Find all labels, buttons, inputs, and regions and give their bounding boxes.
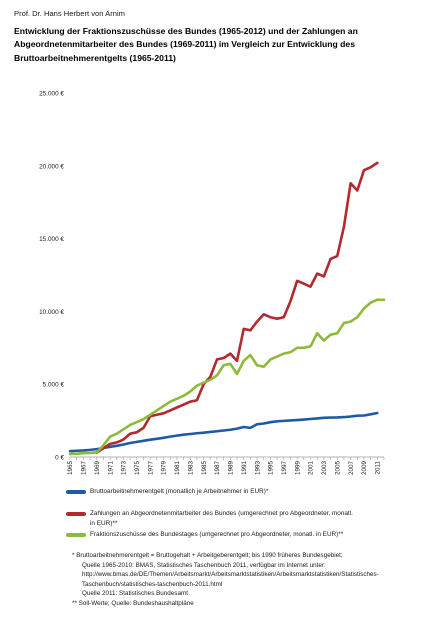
- series-line-1: [68, 411, 379, 453]
- footnote-line: Quelle 1965-2010: BMAS, Statistisches Ta…: [82, 561, 326, 569]
- x-tick-label: 1983: [187, 461, 194, 476]
- y-tick-label: 15.000 €: [39, 236, 64, 243]
- x-tick-label: 2005: [334, 461, 341, 476]
- x-tick-label: 1969: [94, 461, 101, 476]
- x-tick-label: 1999: [294, 461, 301, 476]
- legend-label: Zahlungen an Abgeordnetenmitarbeiter des…: [90, 509, 405, 529]
- x-tick-label: 1977: [147, 461, 154, 476]
- x-tick-label: 1985: [201, 461, 208, 476]
- x-tick-label: 1967: [81, 461, 88, 476]
- y-tick-label: 25.000 €: [39, 91, 64, 98]
- chart-title-line: Bruttoarbeitnehmerentgelts (1965-2011): [14, 52, 176, 63]
- x-axis: 1965 1967 1969 1971 1973 1975 1977 1979 1981 1983…: [67, 456, 385, 476]
- x-tick-label: 2001: [308, 461, 315, 476]
- y-tick-label: 5.000 €: [43, 382, 65, 389]
- x-tick-label: 2007: [348, 461, 355, 476]
- series-line-3: [68, 298, 386, 456]
- x-tick-label: 1987: [214, 461, 221, 476]
- legend-label-line: Zahlungen an Abgeordnetenmitarbeiter des…: [90, 510, 353, 517]
- x-tick-label: 1995: [268, 461, 275, 476]
- footnotes: * Bruttoarbeitnehmerentgelt = Bruttogeha…: [72, 551, 417, 609]
- x-tick-label: 1989: [228, 461, 235, 476]
- legend-label: Fraktionszuschüsse des Bundestages (umge…: [90, 531, 344, 538]
- x-tick-label: 2011: [375, 461, 382, 475]
- x-tick-label: 1993: [254, 461, 261, 476]
- legend-label: Bruttoarbeitnehmerentgelt (monatlich je …: [90, 488, 269, 495]
- legend-swatch-red: [66, 512, 86, 516]
- x-tick-label: 1973: [121, 461, 128, 476]
- x-tick-label: 1991: [241, 461, 248, 476]
- x-tick-label: 1975: [134, 461, 141, 476]
- x-tick-label: 2003: [321, 461, 328, 476]
- y-tick-label: 20.000 €: [39, 163, 64, 170]
- footnote-line: * Bruttoarbeitnehmerentgelt = Bruttogeha…: [72, 552, 343, 559]
- footnote-line: Quelle 2011: Statistisches Bundesamt: [82, 590, 188, 598]
- footnote-line: Taschenbuch/statistisches-taschenbuch-20…: [82, 580, 223, 588]
- x-tick-label: 1971: [107, 461, 114, 476]
- legend-label-line: in EUR)**: [90, 520, 118, 527]
- footnote-line: http://www.bmas.de/DE/Themen/Arbeitsmark…: [82, 571, 379, 579]
- x-tick-label: 1979: [161, 461, 168, 476]
- series-layer: [68, 161, 386, 456]
- chart-title-line: Entwicklung der Fraktionszuschüsse des B…: [14, 26, 358, 36]
- chart-title: Entwicklung der Fraktionszuschüsse des B…: [14, 25, 419, 65]
- y-axis: 0 € 5.000 € 10.000 € 15.000 € 20.000 € 25.000…: [39, 91, 64, 462]
- legend-swatch-green: [66, 533, 86, 537]
- y-tick-label: 10.000 €: [39, 309, 64, 316]
- x-tick-label: 1965: [67, 461, 74, 476]
- x-tick-label: 2009: [361, 461, 368, 476]
- chart-title-line: Abgeordnetenmitarbeiter des Bundes (1969…: [14, 39, 355, 50]
- series-line-2: [95, 161, 379, 454]
- x-tick-label: 1997: [281, 461, 288, 476]
- y-tick-label: 0 €: [55, 455, 64, 462]
- legend-swatch-blue: [66, 490, 86, 494]
- footnote-line: ** Soll-Werte; Quelle: Bundeshaushaltplä…: [72, 599, 194, 607]
- x-tick-label: 1981: [174, 461, 181, 476]
- author-line: Prof. Dr. Hans Herbert von Arnim: [14, 9, 125, 18]
